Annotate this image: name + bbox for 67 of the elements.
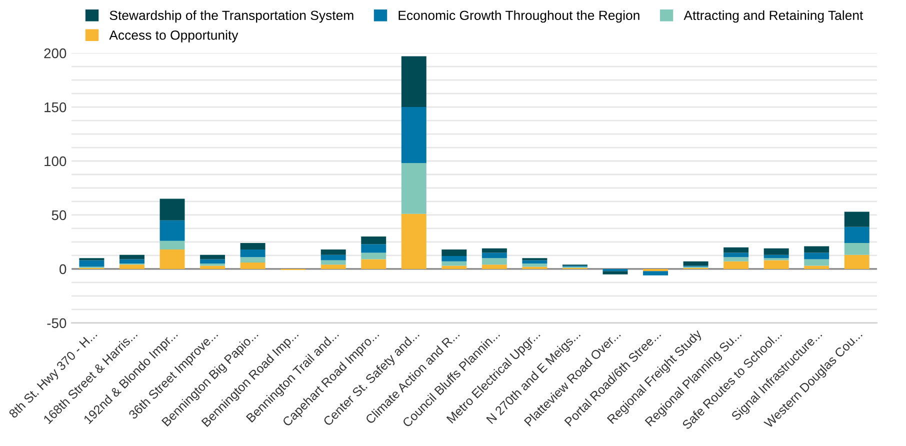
bar bbox=[119, 259, 144, 264]
legend-label: Attracting and Retaining Talent bbox=[684, 10, 864, 23]
bar bbox=[401, 56, 426, 108]
bar bbox=[724, 257, 749, 262]
bar bbox=[482, 252, 507, 258]
bar bbox=[683, 261, 708, 266]
bar bbox=[401, 214, 426, 269]
bar bbox=[361, 259, 386, 269]
bar bbox=[401, 163, 426, 214]
bar bbox=[442, 261, 467, 266]
bar bbox=[482, 264, 507, 269]
bar bbox=[482, 258, 507, 265]
bar bbox=[764, 260, 789, 269]
bar bbox=[160, 240, 185, 250]
bar bbox=[401, 107, 426, 164]
bar bbox=[79, 260, 104, 267]
bar bbox=[240, 250, 266, 258]
bar bbox=[200, 259, 226, 264]
bar bbox=[522, 260, 548, 264]
bar bbox=[442, 256, 467, 262]
y-tick-label: -50 bbox=[47, 318, 66, 328]
bar bbox=[724, 252, 749, 258]
bar bbox=[240, 262, 266, 269]
bar bbox=[361, 244, 386, 253]
bar bbox=[361, 236, 386, 244]
legend-label: Stewardship of the Transportation System bbox=[110, 10, 354, 23]
bar bbox=[119, 264, 144, 269]
bar bbox=[482, 248, 507, 253]
bar bbox=[602, 271, 628, 274]
y-tick-label: 150 bbox=[44, 102, 66, 112]
bar bbox=[804, 259, 830, 266]
y-tick-label: 100 bbox=[44, 156, 66, 166]
bar bbox=[200, 266, 226, 269]
y-tick-label: 200 bbox=[44, 48, 66, 58]
legend-label: Economic Growth Throughout the Region bbox=[398, 10, 640, 23]
bar bbox=[764, 254, 789, 258]
bar bbox=[320, 264, 346, 269]
bar bbox=[320, 250, 346, 255]
bar bbox=[119, 254, 144, 260]
bar bbox=[240, 257, 266, 262]
bar bbox=[200, 254, 226, 260]
bar bbox=[320, 254, 346, 260]
bar bbox=[764, 248, 789, 255]
bar bbox=[361, 252, 386, 260]
bar bbox=[442, 266, 467, 269]
bar bbox=[844, 226, 870, 244]
bar bbox=[522, 264, 548, 267]
bar bbox=[160, 220, 185, 241]
legend-label: Access to Opportunity bbox=[109, 30, 238, 42]
bar bbox=[643, 271, 668, 276]
bar bbox=[643, 268, 668, 272]
bar bbox=[804, 266, 830, 269]
bar bbox=[724, 261, 749, 269]
bar bbox=[844, 254, 870, 269]
bar bbox=[160, 198, 185, 220]
bar bbox=[804, 246, 830, 253]
bar bbox=[804, 252, 830, 260]
bar bbox=[320, 260, 346, 265]
bar bbox=[442, 250, 467, 256]
y-tick-label: 50 bbox=[52, 210, 66, 220]
bar bbox=[240, 243, 266, 250]
bar bbox=[844, 212, 870, 227]
bar bbox=[160, 250, 185, 269]
bar bbox=[724, 247, 749, 253]
bar bbox=[602, 268, 628, 272]
bar bbox=[844, 243, 870, 255]
y-tick-label: 0 bbox=[60, 264, 66, 274]
